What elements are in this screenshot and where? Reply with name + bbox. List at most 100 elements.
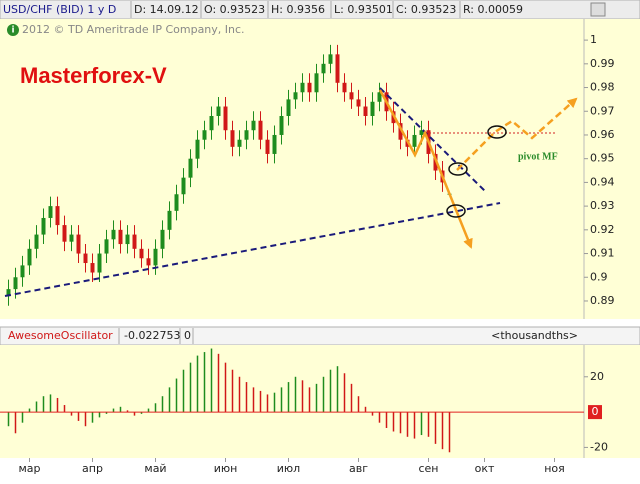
header-field: C: 0.93523	[396, 3, 456, 16]
y-tick-label: 0.97	[590, 104, 615, 117]
candle-body	[13, 277, 18, 290]
y-tick-label: 20	[590, 370, 604, 383]
x-tick-label: сен	[418, 462, 438, 475]
candle-body	[83, 253, 88, 264]
candle-body	[300, 82, 305, 93]
x-tick-label: апр	[82, 462, 103, 475]
candle-body	[41, 217, 46, 235]
highlight-ring	[446, 204, 466, 218]
candle-body	[48, 206, 53, 218]
candle-body	[279, 115, 284, 135]
candle-body	[370, 101, 375, 116]
y-tick-label: 0.92	[590, 223, 615, 236]
osc-panel	[0, 345, 640, 458]
candle-body	[230, 130, 235, 147]
candle-body	[349, 92, 354, 100]
osc-title: AwesomeOscillator	[8, 329, 113, 342]
candle-body	[237, 139, 242, 147]
candle-body	[104, 239, 109, 254]
candle-body	[293, 92, 298, 100]
highlight-ring	[448, 162, 468, 176]
osc-units: <thousandths>	[491, 329, 578, 342]
trend-line	[4, 202, 501, 297]
candle-body	[223, 106, 228, 131]
candle-body	[153, 248, 158, 266]
y-tick-label: 0.9	[590, 270, 608, 283]
candle-body	[139, 248, 144, 259]
forecast-path	[456, 97, 578, 171]
candle-body	[146, 258, 151, 266]
candle-body	[111, 229, 116, 240]
x-tick-label: май	[144, 462, 166, 475]
candle-body	[167, 210, 172, 230]
candle-body	[363, 106, 368, 116]
y-tick-label: -20	[590, 440, 608, 453]
candle-body	[181, 177, 186, 195]
candle-body	[27, 248, 32, 266]
watermark: Masterforex-V	[20, 63, 167, 88]
header-field: L: 0.93501	[334, 3, 393, 16]
candle-body	[356, 99, 361, 107]
candle-body	[125, 234, 130, 245]
candle-body	[76, 234, 81, 254]
chart-title: USD/CHF (BID) 1 y D	[3, 3, 116, 16]
info-icon-glyph: i	[11, 26, 14, 36]
candle-body	[265, 139, 270, 154]
candle-body	[20, 265, 25, 278]
y-tick-label: 0.96	[590, 128, 615, 141]
candle-body	[97, 253, 102, 273]
candle-body	[314, 73, 319, 93]
candle-body	[377, 92, 382, 102]
candle-body	[55, 206, 60, 226]
x-tick-label: мар	[18, 462, 40, 475]
zero-badge	[588, 405, 602, 420]
candle-body	[321, 63, 326, 74]
y-tick-label: 0.89	[590, 294, 615, 307]
candle-body	[398, 123, 403, 140]
candle-body	[34, 234, 39, 249]
y-tick-label: 0.99	[590, 57, 615, 70]
candle-body	[202, 130, 207, 140]
candle-body	[195, 139, 200, 159]
header-field: R: 0.00059	[463, 3, 523, 16]
candle-body	[118, 229, 123, 245]
trend-line	[379, 87, 488, 194]
candle-body	[62, 225, 67, 242]
candle-body	[419, 130, 424, 135]
candle-body	[132, 234, 137, 249]
candle-body	[307, 82, 312, 93]
header-field: H: 0.9356	[271, 3, 325, 16]
candle-body	[286, 99, 291, 116]
y-tick-label: 0.94	[590, 175, 615, 188]
x-tick-label: июн	[214, 462, 238, 475]
candle-body	[328, 54, 333, 64]
y-tick-label: 0.95	[590, 152, 615, 165]
candle-body	[188, 158, 193, 178]
candle-body	[412, 134, 417, 147]
osc-readout: -0.022753	[124, 329, 180, 342]
candle-body	[216, 106, 221, 116]
annotation-label: pivot MF	[518, 151, 558, 162]
forecast-path	[378, 89, 473, 249]
candle-body	[209, 115, 214, 131]
x-tick-label: окт	[475, 462, 495, 475]
x-tick-label: июл	[277, 462, 300, 475]
y-tick-label: 0.93	[590, 199, 615, 212]
candle-body	[258, 120, 263, 140]
osc-readout: 0	[184, 329, 191, 342]
candle-body	[272, 134, 277, 154]
header-field: D: 14.09.12	[134, 3, 199, 16]
header-field: O: 0.93523	[204, 3, 265, 16]
candle-body	[6, 289, 11, 297]
price-panel	[0, 19, 640, 319]
candle-body	[335, 54, 340, 83]
candle-body	[244, 130, 249, 140]
candle-body	[160, 229, 165, 249]
copyright: 2012 © TD Ameritrade IP Company, Inc.	[22, 23, 245, 36]
y-tick-label: 0.91	[590, 247, 615, 260]
candle-body	[174, 194, 179, 211]
candle-body	[90, 263, 95, 273]
panel-icon[interactable]	[590, 2, 606, 17]
